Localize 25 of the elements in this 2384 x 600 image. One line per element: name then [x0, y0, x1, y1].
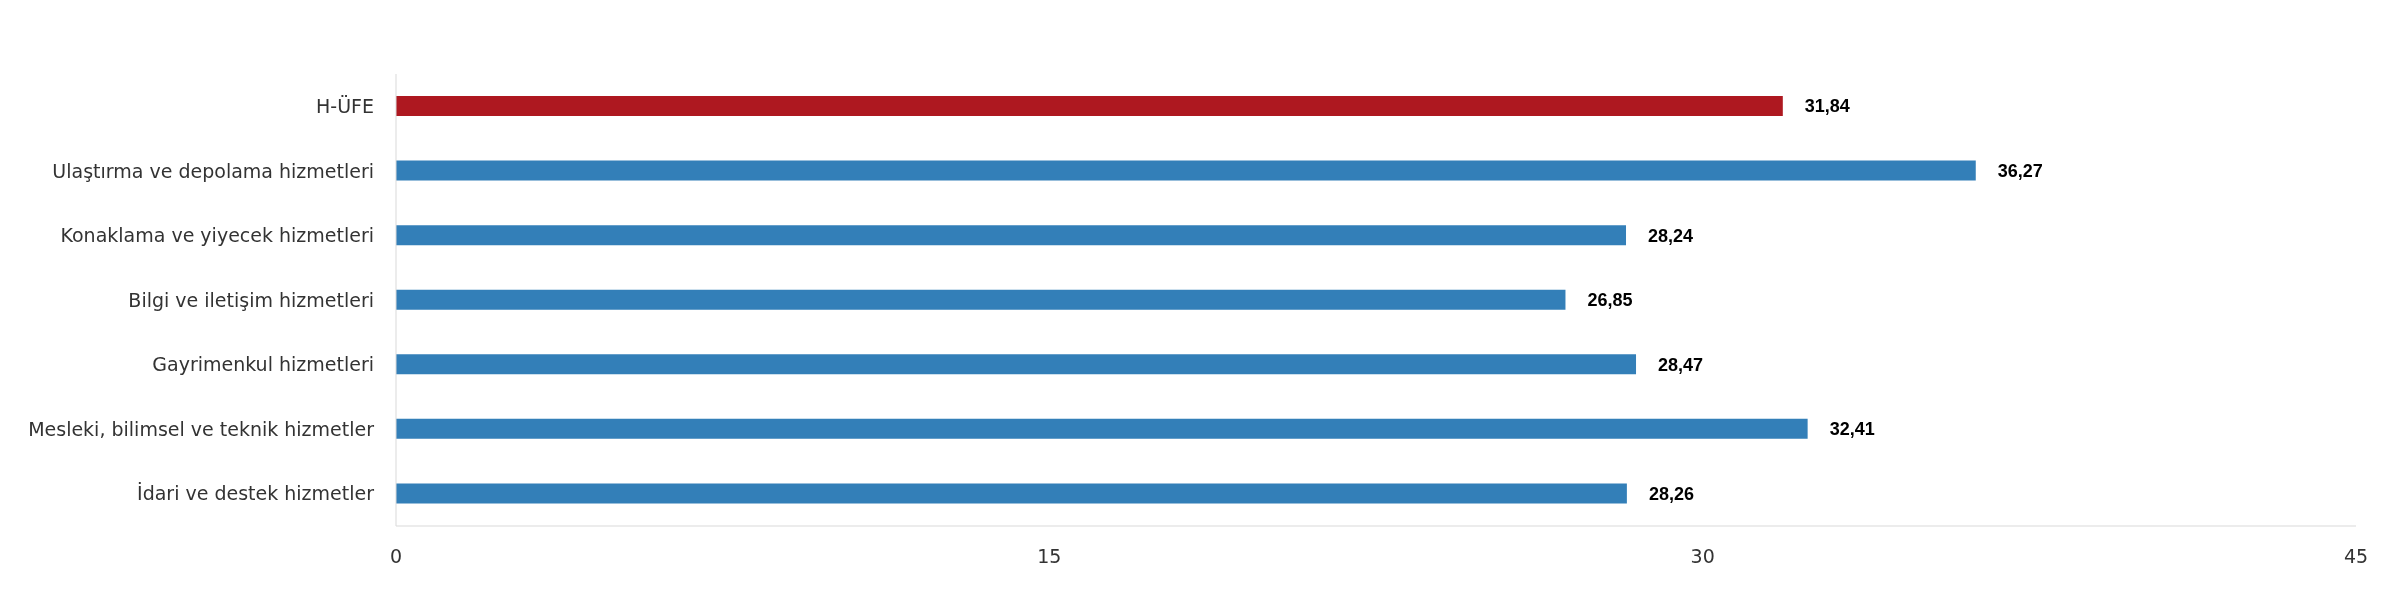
bar: [396, 354, 1637, 375]
data-label: 28,26: [1648, 483, 1694, 504]
y-tick-label: Ulaştırma ve depolama hizmetleri: [52, 159, 374, 182]
data-label: 28,24: [1648, 225, 1694, 246]
bar: [396, 225, 1627, 246]
data-label: 28,47: [1658, 354, 1704, 375]
bar: [396, 418, 1808, 439]
x-tick-label: 15: [1037, 545, 1062, 568]
x-tick-label: 45: [2343, 545, 2369, 568]
y-tick-label: Mesleki, bilimsel ve teknik hizmetler: [28, 417, 375, 440]
y-tick-label: H-ÜFE: [316, 95, 374, 118]
bar: [396, 289, 1566, 310]
bar: [396, 160, 1976, 181]
bar: [396, 483, 1627, 504]
y-tick-label: Bilgi ve iletişim hizmetleri: [128, 288, 374, 311]
x-tick-label: 30: [1690, 545, 1715, 568]
bar: [396, 96, 1783, 116]
data-label: 36,27: [1997, 160, 2043, 181]
data-label: 26,85: [1587, 290, 1633, 311]
y-tick-label: Gayrimenkul hizmetleri: [152, 353, 374, 376]
y-tick-label: İdari ve destek hizmetler: [137, 482, 375, 505]
data-label: 31,84: [1804, 96, 1850, 117]
data-label: 32,41: [1829, 419, 1875, 440]
y-tick-label: Konaklama ve yiyecek hizmetleri: [60, 224, 374, 247]
x-tick-label: 0: [389, 545, 403, 568]
